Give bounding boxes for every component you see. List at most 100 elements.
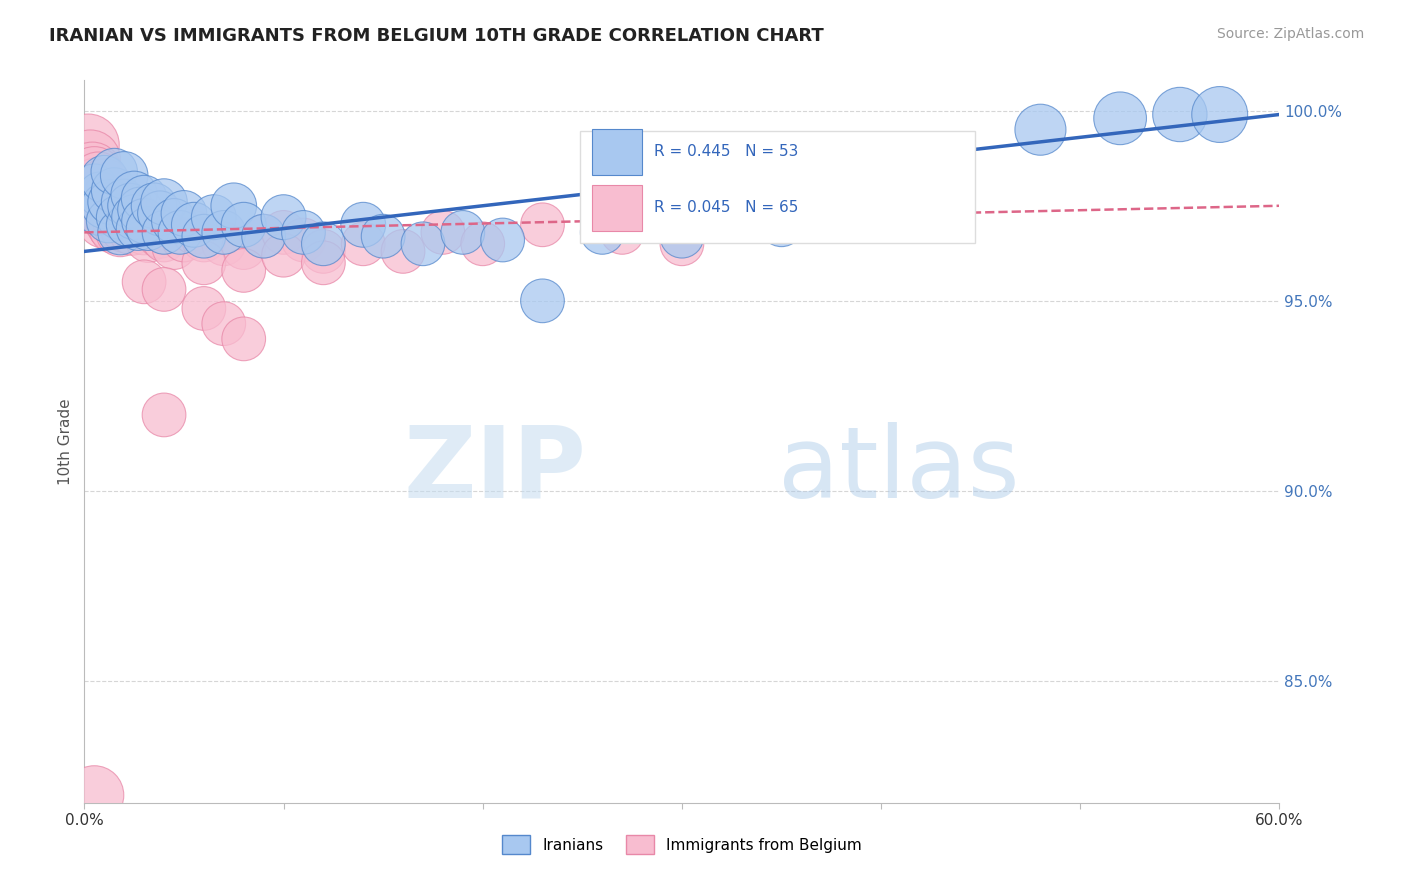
Point	[183, 226, 205, 240]
Point	[93, 194, 115, 209]
Point	[107, 210, 129, 224]
Point	[97, 214, 120, 228]
Point	[292, 233, 315, 247]
Point	[127, 218, 149, 232]
Point	[136, 233, 159, 247]
Point	[671, 229, 693, 244]
Point	[149, 229, 172, 244]
Point	[531, 293, 554, 308]
Point	[222, 199, 245, 213]
Text: Source: ZipAtlas.com: Source: ZipAtlas.com	[1216, 27, 1364, 41]
Point	[122, 210, 145, 224]
Point	[89, 187, 111, 202]
Point	[193, 229, 215, 244]
Point	[183, 218, 205, 232]
Point	[392, 244, 415, 259]
Point	[120, 199, 142, 213]
Point	[169, 226, 191, 240]
Point	[112, 199, 135, 213]
Point	[451, 226, 474, 240]
Text: atlas: atlas	[778, 422, 1019, 519]
Point	[132, 214, 156, 228]
Point	[110, 226, 132, 240]
Point	[83, 788, 105, 802]
Point	[93, 179, 115, 194]
Point	[253, 229, 276, 244]
Point	[103, 164, 125, 178]
Point	[153, 408, 176, 422]
Point	[1168, 107, 1191, 121]
Point	[97, 210, 120, 224]
Point	[312, 244, 335, 259]
Point	[352, 236, 374, 251]
Point	[117, 218, 139, 232]
Point	[77, 137, 100, 152]
Point	[87, 172, 110, 186]
Point	[132, 191, 156, 205]
Point	[91, 202, 114, 217]
Point	[112, 169, 135, 183]
Point	[111, 210, 134, 224]
Point	[1029, 122, 1052, 136]
Point	[143, 199, 166, 213]
Legend: Iranians, Immigrants from Belgium: Iranians, Immigrants from Belgium	[496, 830, 868, 860]
Point	[112, 221, 135, 235]
Point	[591, 226, 613, 240]
Point	[1109, 112, 1132, 126]
Point	[153, 233, 176, 247]
Point	[103, 221, 125, 235]
Point	[107, 218, 129, 232]
Point	[173, 206, 195, 220]
Point	[93, 172, 115, 186]
FancyBboxPatch shape	[581, 131, 974, 243]
Point	[149, 206, 172, 220]
Point	[91, 191, 114, 205]
Point	[253, 229, 276, 244]
Point	[105, 210, 128, 224]
Point	[312, 236, 335, 251]
Point	[87, 191, 110, 205]
Point	[232, 263, 254, 277]
Point	[103, 184, 125, 198]
Point	[83, 179, 105, 194]
Point	[531, 218, 554, 232]
Point	[163, 241, 186, 255]
Point	[110, 226, 132, 240]
Point	[129, 202, 152, 217]
Point	[232, 218, 254, 232]
Point	[870, 179, 893, 194]
Point	[212, 226, 235, 240]
Point	[89, 199, 111, 213]
Point	[153, 226, 176, 240]
Point	[96, 202, 118, 217]
Point	[770, 218, 793, 232]
Point	[93, 214, 115, 228]
Point	[89, 184, 111, 198]
Point	[79, 153, 101, 168]
Point	[312, 256, 335, 270]
Text: R = 0.045   N = 65: R = 0.045 N = 65	[654, 200, 799, 215]
Point	[98, 199, 121, 213]
FancyBboxPatch shape	[592, 128, 643, 175]
Point	[292, 226, 315, 240]
Point	[163, 214, 186, 228]
Point	[143, 218, 166, 232]
Point	[86, 179, 108, 194]
Point	[352, 218, 374, 232]
Point	[232, 332, 254, 346]
Point	[93, 199, 115, 213]
Point	[82, 164, 104, 178]
Y-axis label: 10th Grade: 10th Grade	[58, 398, 73, 485]
Point	[273, 226, 295, 240]
Point	[121, 226, 143, 240]
Point	[373, 229, 395, 244]
Point	[117, 218, 139, 232]
Point	[212, 317, 235, 331]
Point	[671, 236, 693, 251]
Point	[273, 210, 295, 224]
Point	[132, 226, 156, 240]
Text: R = 0.445   N = 53: R = 0.445 N = 53	[654, 145, 799, 160]
Point	[153, 194, 176, 209]
Point	[98, 194, 121, 209]
Point	[193, 301, 215, 316]
